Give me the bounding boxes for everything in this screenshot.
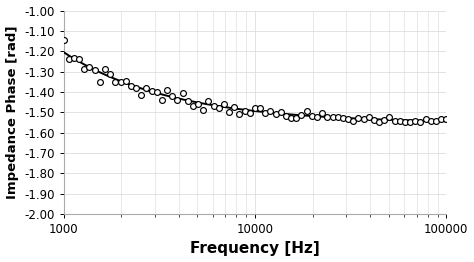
- Y-axis label: Impedance Phase [rad]: Impedance Phase [rad]: [6, 25, 18, 199]
- X-axis label: Frequency [Hz]: Frequency [Hz]: [190, 242, 320, 256]
